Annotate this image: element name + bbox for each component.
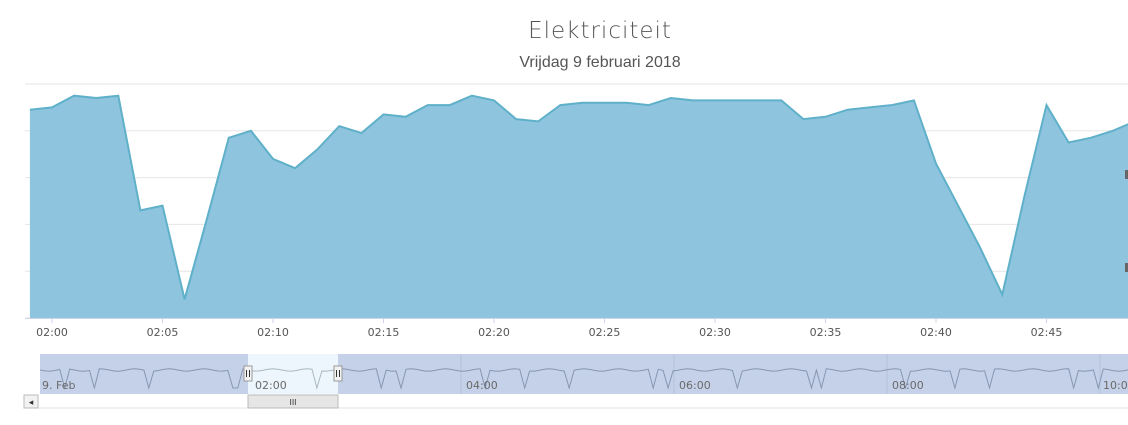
navigator-background (40, 354, 1128, 394)
handle-body[interactable] (243, 365, 253, 382)
navigator-selected-window[interactable] (248, 354, 338, 394)
scrollbar-left-button[interactable] (23, 394, 39, 409)
y-axis-labels-clipped (1125, 170, 1128, 272)
x-tick-label: 02:05 (147, 326, 179, 339)
navigator-tick-label: 9. Feb (42, 379, 75, 392)
navigator-tick-label: 08:00 (892, 379, 924, 392)
chart-title: Elektriciteit (528, 18, 672, 44)
x-tick-label: 02:25 (589, 326, 621, 339)
x-tick-label: 02:15 (368, 326, 400, 339)
series-line (29, 94, 1128, 300)
handle-body[interactable] (333, 365, 343, 382)
x-tick-label: 02:10 (257, 326, 289, 339)
navigator-gridlines (460, 354, 1101, 394)
x-tick-label: 02:40 (920, 326, 952, 339)
x-tick-label: 02:20 (478, 326, 510, 339)
navigator-tick-label: 02:00 (255, 379, 287, 392)
chevron-left-icon[interactable]: ◂ (29, 398, 34, 408)
x-axis-ticks: 02:00 02:05 02:10 02:15 02:20 02:25 02:30 02:35… (36, 318, 1062, 339)
series-area (29, 95, 1128, 318)
navigator-mask-left (40, 354, 248, 394)
scrollbar[interactable]: ◂ III (23, 394, 1128, 409)
navigator-handle-right[interactable] (333, 365, 343, 382)
navigator-tick-labels: 9. Feb 02:00 04:00 06:00 08:00 10:0 (42, 379, 1128, 392)
navigator-tick-label: 06:00 (679, 379, 711, 392)
navigator-mask-right (338, 354, 1128, 394)
scrollbar-thumb[interactable] (247, 394, 339, 409)
x-tick-label: 02:45 (1031, 326, 1063, 339)
x-tick-label: 02:35 (810, 326, 842, 339)
navigator[interactable]: 9. Feb 02:00 04:00 06:00 08:00 10:0 (39, 354, 1128, 394)
y-axis-label-fragment (1125, 170, 1128, 179)
navigator-tick-label: 04:00 (466, 379, 498, 392)
chart-subtitle: Vrijdag 9 februari 2018 (519, 54, 681, 71)
x-tick-label: 02:30 (699, 326, 731, 339)
x-tick-label: 02:00 (36, 326, 68, 339)
navigator-series-line (39, 368, 1128, 390)
navigator-handle-left[interactable] (243, 365, 253, 382)
y-axis-label-fragment (1125, 263, 1128, 272)
scrollbar-grip-icon[interactable]: III (289, 398, 296, 407)
navigator-tick-label: 10:0 (1103, 379, 1128, 392)
